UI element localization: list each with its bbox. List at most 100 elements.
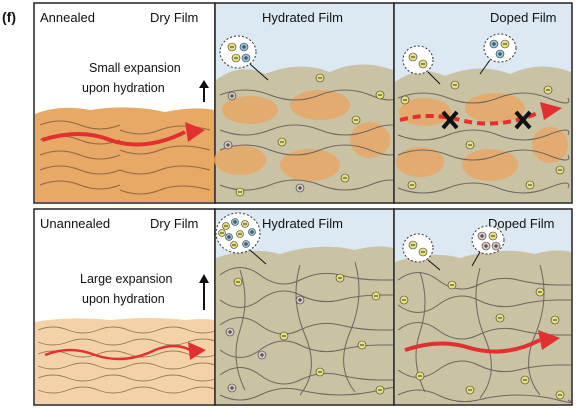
minus-circle-icon: [235, 187, 245, 197]
plus-circle-icon: [477, 231, 487, 241]
plus-circle-icon: [295, 295, 305, 305]
minus-circle-icon: [520, 375, 530, 385]
panel-annealed-dry: Annealed Dry Film Small expansion upon h…: [33, 2, 216, 204]
panel-unannealed-hydrated: Hydrated Film: [214, 208, 397, 406]
minus-circle-icon: [375, 90, 385, 100]
panel-title: Dry Film: [150, 216, 198, 231]
panel-title: Doped Film: [488, 216, 554, 231]
transport-arrow-dashed: [399, 110, 541, 126]
minus-circle-icon: [525, 180, 535, 190]
minus-circle-icon: [543, 85, 553, 95]
expansion-note-line1: Small expansion: [89, 61, 181, 75]
minus-circle-icon: [315, 367, 325, 377]
transport-arrow: [41, 130, 186, 147]
minus-circle-icon: [550, 315, 560, 325]
minus-circle-icon: [415, 371, 425, 381]
minus-circle-icon: [495, 313, 505, 323]
minus-circle-icon: [408, 52, 418, 62]
minus-circle-icon: [399, 295, 409, 305]
crystal-domains: [214, 90, 390, 181]
doped-film-unannealed: [395, 250, 571, 404]
figure-label: (f): [2, 9, 16, 25]
minus-circle-icon: [371, 291, 381, 301]
minus-circle-icon: [315, 73, 325, 83]
minus-circle-icon: [233, 277, 243, 287]
x-mark-icon: [441, 110, 459, 130]
minus-circle-icon: [555, 165, 565, 175]
minus-circle-icon: [236, 230, 244, 238]
dispersed-ions: [223, 73, 385, 197]
transport-arrow: [404, 338, 541, 354]
row-annealed: Annealed Dry Film Small expansion upon h…: [33, 2, 573, 204]
minus-circle-icon: [450, 80, 460, 90]
panel-title: Dry Film: [150, 10, 198, 25]
hydrated-film-unannealed: [216, 246, 393, 404]
dispersed-ions: [399, 280, 565, 400]
minus-circle-icon: [277, 137, 287, 147]
minus-circle-icon: [488, 231, 498, 241]
up-arrow-icon: [199, 274, 209, 310]
plus-circle-icon: [223, 140, 233, 150]
polymer-chains: [219, 89, 401, 191]
ion-cluster-bubble: [219, 35, 257, 69]
minus-circle-icon: [500, 39, 510, 49]
minus-circle-icon: [418, 247, 428, 257]
dispersed-ions: [225, 273, 385, 395]
up-arrow-icon: [199, 80, 209, 102]
x-mark-icon: [514, 110, 532, 130]
panel-annealed-doped: Doped Film: [393, 2, 573, 204]
row-unannealed: Unannealed Dry Film Large expansion upon…: [33, 208, 573, 406]
row-label: Annealed: [40, 10, 95, 25]
minus-circle-icon: [241, 220, 249, 228]
ion-cluster-hydrated: [218, 218, 256, 249]
plus-circle-icon: [257, 350, 267, 360]
panel-annealed-hydrated: Hydrated Film: [214, 2, 401, 204]
minus-circle-icon: [231, 53, 241, 63]
polymer-chains: [397, 92, 570, 194]
panel-unannealed-dry: Unannealed Dry Film Large expansion upon…: [33, 208, 219, 406]
minus-circle-icon: [218, 229, 226, 237]
minus-circle-icon: [418, 59, 428, 69]
minus-circle-icon: [351, 115, 361, 125]
minus-circle-icon: [465, 385, 475, 395]
minus-circle-icon: [375, 385, 385, 395]
expansion-note-line1: Large expansion: [80, 272, 172, 286]
minus-circle-icon: [400, 95, 410, 105]
minus-circle-icon: [222, 222, 230, 230]
plus-circle-icon: [295, 183, 305, 193]
minus-circle-icon: [230, 241, 238, 249]
ion-cluster-bubble: [402, 233, 434, 263]
plus-circle-icon: [481, 241, 491, 251]
minus-circle-icon: [555, 390, 565, 400]
dispersed-ions: [400, 80, 565, 190]
row-label: Unannealed: [40, 216, 110, 231]
panel-title: Hydrated Film: [262, 10, 343, 25]
expansion-note-line2: upon hydration: [82, 81, 165, 95]
transport-arrow: [44, 344, 191, 361]
minus-circle-icon: [535, 287, 545, 297]
minus-circle-icon: [227, 42, 237, 52]
plus-circle-icon: [495, 49, 505, 59]
plus-circle-icon: [239, 42, 249, 52]
crystal-domains: [396, 93, 568, 181]
ion-cluster-bubble: [402, 45, 434, 75]
expansion-note-line2: upon hydration: [82, 292, 165, 306]
minus-circle-icon: [465, 140, 475, 150]
minus-circle-icon: [408, 240, 418, 250]
plus-circle-icon: [231, 218, 239, 226]
plus-circle-icon: [491, 241, 501, 251]
panel-unannealed-doped: Doped Film: [393, 208, 573, 406]
plus-circle-icon: [241, 53, 251, 63]
minus-circle-icon: [357, 340, 367, 350]
minus-circle-icon: [447, 280, 457, 290]
panel-title: Hydrated Film: [262, 216, 343, 231]
plus-circle-icon: [227, 91, 237, 101]
dry-film-annealed: [35, 107, 214, 202]
minus-circle-icon: [340, 173, 350, 183]
plus-circle-icon: [242, 240, 250, 248]
plus-circle-icon: [227, 383, 237, 393]
minus-circle-icon: [279, 331, 289, 341]
plus-circle-icon: [225, 327, 235, 337]
minus-circle-icon: [407, 180, 417, 190]
